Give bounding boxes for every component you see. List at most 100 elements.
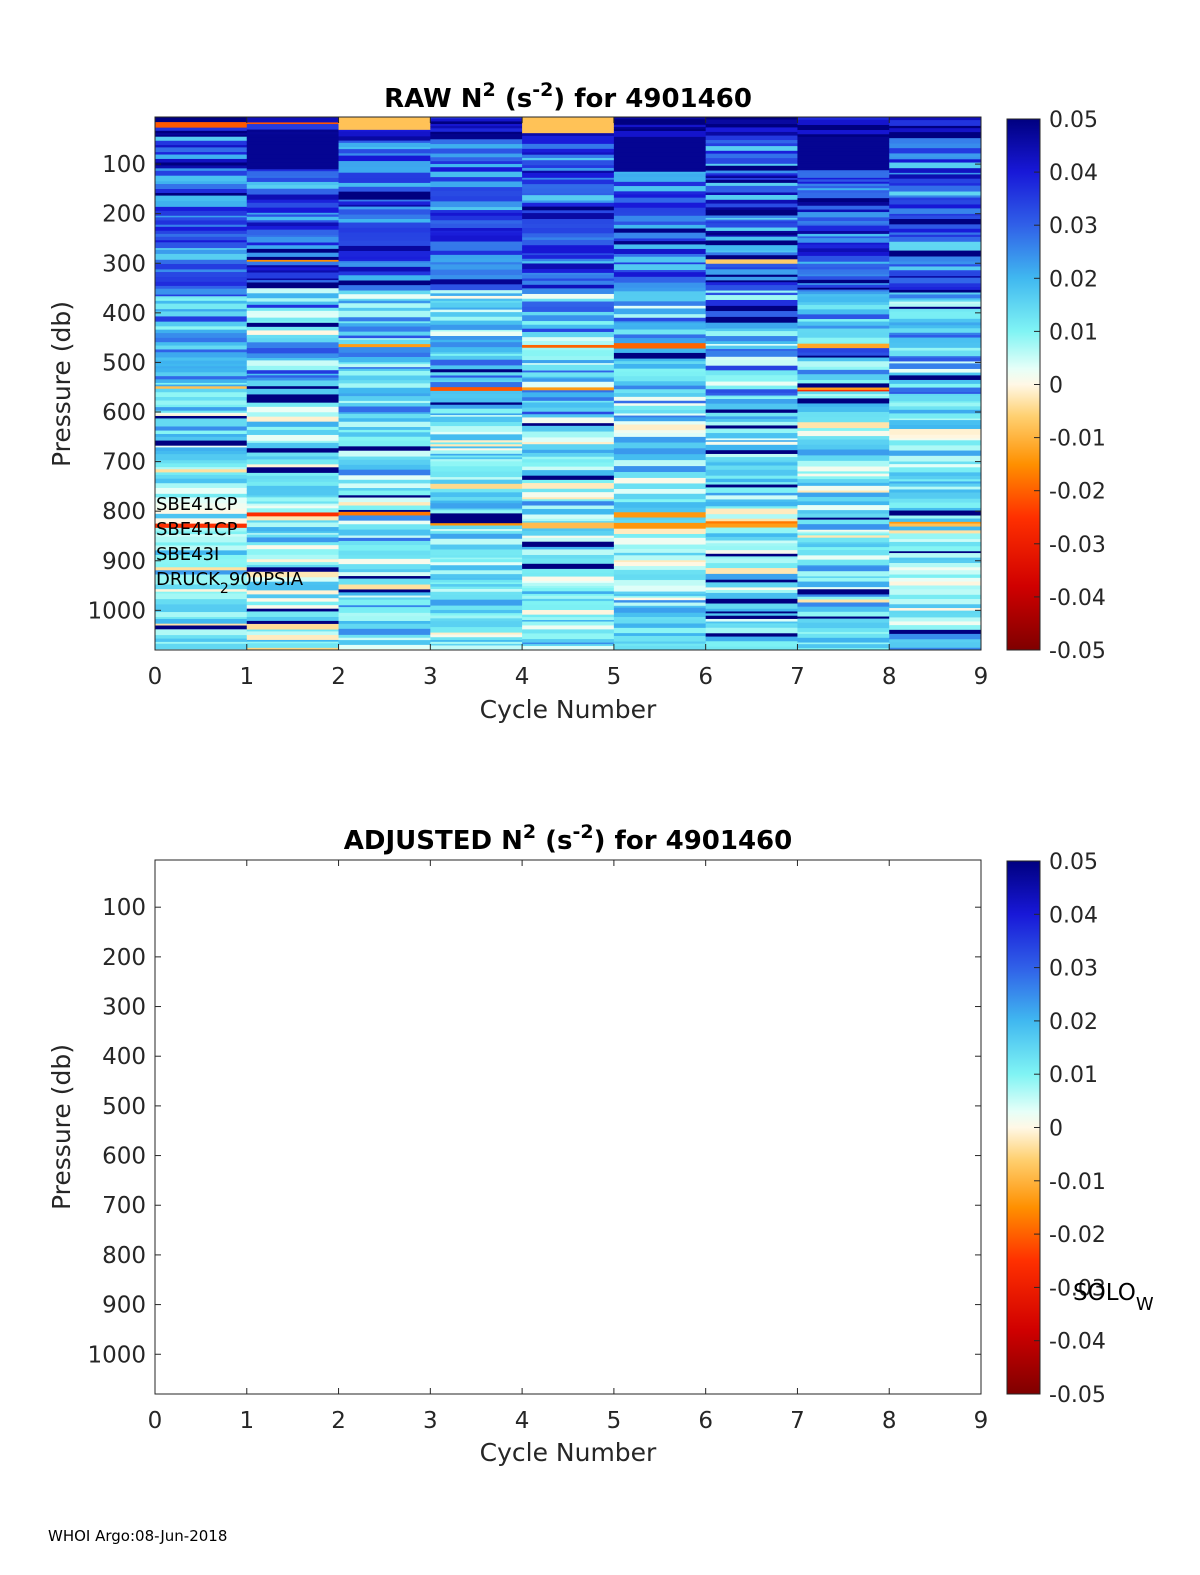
heatmap-cell	[430, 329, 523, 333]
heatmap-cell	[889, 138, 981, 145]
heatmap-cell	[522, 528, 615, 532]
heatmap-cell	[522, 280, 615, 286]
heatmap-cell	[705, 280, 798, 283]
heatmap-cell	[797, 533, 890, 536]
heatmap-cell	[338, 479, 431, 485]
heatmap-cell	[889, 283, 981, 288]
heatmap-cell	[155, 554, 248, 560]
heatmap-cell	[155, 147, 248, 153]
heatmap-cell	[705, 521, 798, 525]
heatmap-cell	[155, 623, 248, 627]
raw-colorbar-ticks: 0.05 0.04 0.03 0.02 0.01 0 -0.01 -0.02 -0.03 -0.0…	[1034, 108, 1106, 664]
heatmap-cell	[155, 309, 248, 313]
heatmap-cell	[155, 326, 248, 331]
heatmap-cell	[430, 279, 523, 285]
heatmap-cell	[705, 185, 798, 190]
heatmap-cell	[338, 623, 431, 630]
heatmap-cell	[430, 210, 523, 214]
heatmap-cell	[705, 556, 798, 560]
heatmap-cell	[613, 385, 707, 390]
heatmap-cell	[705, 290, 798, 294]
heatmap-cell	[522, 381, 615, 388]
heatmap-cell	[246, 564, 340, 568]
raw-cbar-tick-label: 0	[1049, 374, 1063, 399]
heatmap-cell	[430, 181, 523, 188]
heatmap-cell	[430, 232, 523, 237]
heatmap-cell	[522, 170, 615, 174]
heatmap-cell	[522, 139, 615, 145]
heatmap-cell	[155, 392, 248, 398]
heatmap-cell	[246, 288, 340, 294]
heatmap-cell	[705, 482, 798, 486]
heatmap-cell	[797, 524, 890, 531]
heatmap-cell	[155, 397, 248, 402]
heatmap-cell	[522, 470, 615, 477]
heatmap-cell	[430, 549, 523, 556]
heatmap-cell	[705, 492, 798, 496]
heatmap-cell	[613, 597, 707, 601]
heatmap-cell	[430, 269, 523, 276]
heatmap-cell	[338, 122, 431, 126]
heatmap-cell	[338, 307, 431, 312]
heatmap-cell	[705, 360, 798, 367]
heatmap-cell	[522, 563, 615, 570]
heatmap-cell	[889, 311, 981, 318]
heatmap-cell	[797, 212, 890, 218]
heatmap-cell	[430, 324, 523, 331]
heatmap-cell	[522, 195, 615, 202]
heatmap-cell	[889, 570, 981, 576]
heatmap-cell	[522, 642, 615, 645]
heatmap-cell	[613, 136, 707, 144]
heatmap-cell	[522, 341, 615, 346]
heatmap-cell	[797, 255, 890, 263]
heatmap-cell	[889, 261, 981, 265]
adjusted-y-axis: 100 200 300 400 500 600 700 800 900 1000	[87, 895, 981, 1368]
heatmap-cell	[705, 499, 798, 503]
heatmap-cell	[338, 155, 431, 162]
heatmap-cell	[246, 562, 340, 566]
adjusted-x-tick-label: 6	[698, 1408, 713, 1434]
heatmap-cell	[705, 403, 798, 411]
heatmap-cell	[246, 267, 340, 271]
heatmap-cell	[430, 632, 523, 636]
heatmap-cell	[430, 227, 523, 232]
heatmap-cell	[889, 424, 981, 430]
heatmap-cell	[155, 518, 248, 525]
heatmap-cell	[705, 285, 798, 292]
heatmap-cell	[797, 170, 890, 174]
heatmap-cell	[797, 314, 890, 320]
heatmap-cell	[889, 368, 981, 374]
heatmap-cell	[705, 263, 798, 268]
heatmap-cell	[889, 483, 981, 488]
heatmap-cell	[338, 131, 431, 137]
heatmap-cell	[797, 251, 890, 257]
heatmap-cell	[705, 438, 798, 441]
heatmap-cell	[430, 377, 523, 381]
heatmap-cell	[430, 544, 523, 551]
heatmap-cell	[338, 597, 431, 601]
heatmap-cell	[338, 310, 431, 317]
heatmap-cell	[338, 166, 431, 174]
heatmap-cell	[705, 523, 798, 529]
heatmap-cell	[338, 300, 431, 304]
raw-x-tick-label: 2	[331, 664, 346, 690]
heatmap-cell	[705, 579, 798, 583]
heatmap-cell	[797, 589, 890, 596]
heatmap-cell	[613, 499, 707, 503]
heatmap-cell	[246, 481, 340, 487]
heatmap-cell	[797, 321, 890, 327]
heatmap-cell	[430, 426, 523, 433]
heatmap-cell	[430, 477, 523, 481]
heatmap-cell	[338, 290, 431, 295]
heatmap-cell	[430, 171, 523, 178]
heatmap-cell	[705, 553, 798, 557]
heatmap-cell	[705, 236, 798, 242]
heatmap-cell	[338, 584, 431, 591]
heatmap-cell	[246, 533, 340, 536]
raw-cbar-tick-label: -0.05	[1049, 639, 1106, 664]
heatmap-cell	[889, 523, 981, 528]
heatmap-cell	[155, 298, 248, 302]
raw-heatmap	[155, 117, 981, 650]
heatmap-cell	[338, 161, 431, 168]
heatmap-cell	[338, 199, 431, 203]
